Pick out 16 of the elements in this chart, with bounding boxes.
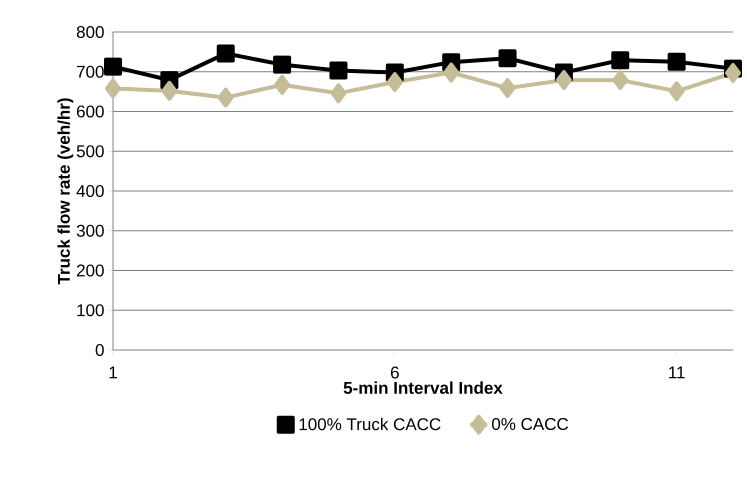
x-tick-label: 1	[110, 366, 117, 378]
y-tick-label: 500	[76, 145, 104, 158]
y-axis-title: Truck flow rate (veh/hr)	[57, 98, 74, 284]
x-tick-label: 6	[390, 366, 399, 379]
y-tick-label: 0	[96, 344, 104, 356]
y-tick-label: 600	[76, 105, 104, 118]
y-tick-label: 300	[76, 224, 104, 237]
legend-label: 100% Truck CACC	[300, 418, 441, 430]
legend-label: 0% CACC	[492, 418, 568, 430]
y-tick-label: 800	[76, 26, 104, 38]
y-tick-label: 700	[76, 66, 104, 78]
y-tick-label: 200	[76, 264, 104, 277]
x-axis-title: 5-min Interval Index	[344, 381, 503, 394]
x-tick-label: 11	[669, 366, 685, 378]
y-tick-label: 100	[77, 304, 104, 316]
y-tick-label: 400	[76, 184, 104, 198]
